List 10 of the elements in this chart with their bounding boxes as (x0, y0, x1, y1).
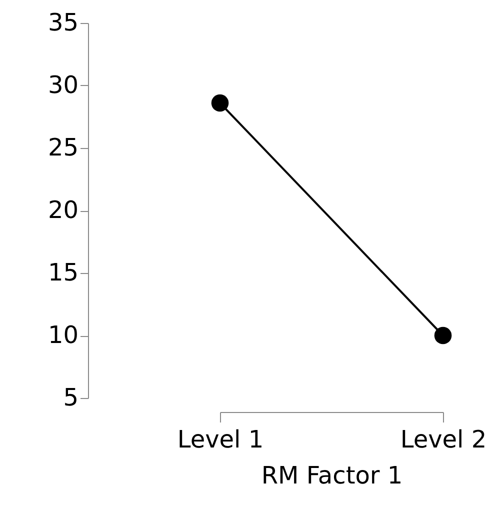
x-axis-title: RM Factor 1 (261, 462, 403, 490)
y-tick-label: 30 (48, 71, 78, 99)
y-tick-label: 20 (48, 196, 78, 224)
y-tick-label: 15 (48, 258, 78, 286)
x-tick-label: Level 1 (177, 426, 264, 454)
y-tick-label: 25 (48, 134, 78, 162)
x-tick-label: Level 2 (400, 426, 487, 454)
y-tick-label: 5 (63, 384, 78, 412)
y-tick-label: 35 (48, 8, 78, 36)
y-tick-label: 10 (48, 321, 78, 349)
